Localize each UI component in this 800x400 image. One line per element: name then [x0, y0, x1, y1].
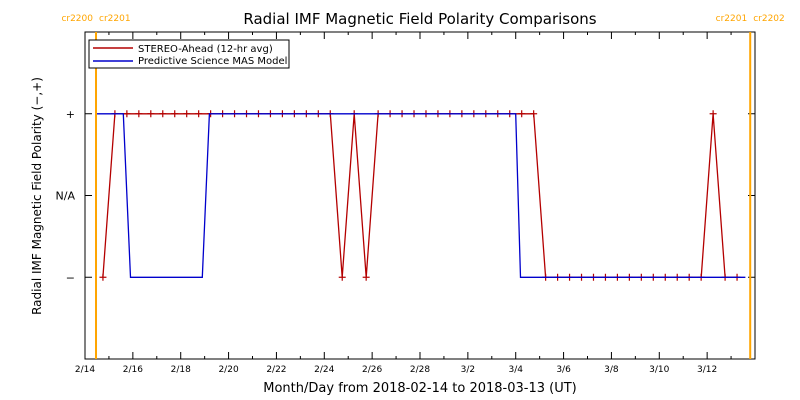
x-tick-label: 3/12: [697, 365, 717, 375]
carrington-markers: cr2200 cr2201 cr2201 cr2202: [61, 14, 785, 359]
data-point-marker: [171, 110, 179, 118]
carrington-label-left: cr2200: [61, 14, 93, 24]
data-point-marker: [183, 110, 191, 118]
plot-frame: [84, 31, 756, 360]
y-tick-label: N/A: [56, 190, 76, 203]
legend-label-model: Predictive Science MAS Model: [138, 56, 287, 67]
x-tick-label: 3/10: [649, 365, 669, 375]
data-point-marker: [530, 110, 538, 118]
carrington-label-right: cr2202: [753, 14, 785, 24]
x-tick-label: 2/18: [171, 365, 191, 375]
data-point-marker: [338, 273, 346, 281]
chart-title: Radial IMF Magnetic Field Polarity Compa…: [243, 10, 596, 28]
data-point-marker: [123, 110, 131, 118]
y-tick-label: −: [66, 271, 75, 284]
x-tick-label: 2/16: [123, 365, 143, 375]
x-tick-label: 3/4: [508, 365, 523, 375]
data-point-marker: [99, 273, 107, 281]
x-tick-label: 3/8: [604, 365, 619, 375]
x-tick-label: 2/26: [362, 365, 382, 375]
series-layer: [97, 110, 746, 281]
x-axis-label: Month/Day from 2018-02-14 to 2018-03-13 …: [263, 381, 576, 396]
legend-box: [88, 39, 290, 69]
x-tick-label: 2/20: [218, 365, 238, 375]
data-point-marker: [147, 110, 155, 118]
carrington-label-right: cr2201: [99, 14, 131, 24]
carrington-label-left: cr2201: [716, 14, 748, 24]
data-point-marker: [709, 110, 717, 118]
axis-ticks: 2/14 2/16 2/18 2/20 2/22 2/24 2/26 2/28 3/2 3/4 3/…: [56, 32, 755, 375]
data-point-marker: [362, 273, 370, 281]
x-tick-label: 2/22: [266, 365, 286, 375]
data-point-marker: [518, 110, 526, 118]
data-point-marker: [195, 110, 203, 118]
x-tick-label: 2/24: [314, 365, 334, 375]
x-tick-label: 2/28: [410, 365, 430, 375]
data-point-marker: [159, 110, 167, 118]
legend: STEREO-Ahead (12-hr avg) Predictive Scie…: [88, 39, 290, 69]
legend-label-stereo: STEREO-Ahead (12-hr avg): [138, 44, 273, 55]
data-point-marker: [135, 110, 143, 118]
x-tick-label: 3/6: [556, 365, 571, 375]
series-line-1: [97, 113, 746, 278]
y-tick-label: +: [66, 108, 75, 121]
series-line-0: [102, 113, 738, 278]
x-tick-label: 2/14: [75, 365, 95, 375]
x-tick-label: 3/2: [461, 365, 475, 375]
y-axis-label: Radial IMF Magnetic Field Polarity (−,+): [30, 77, 44, 315]
